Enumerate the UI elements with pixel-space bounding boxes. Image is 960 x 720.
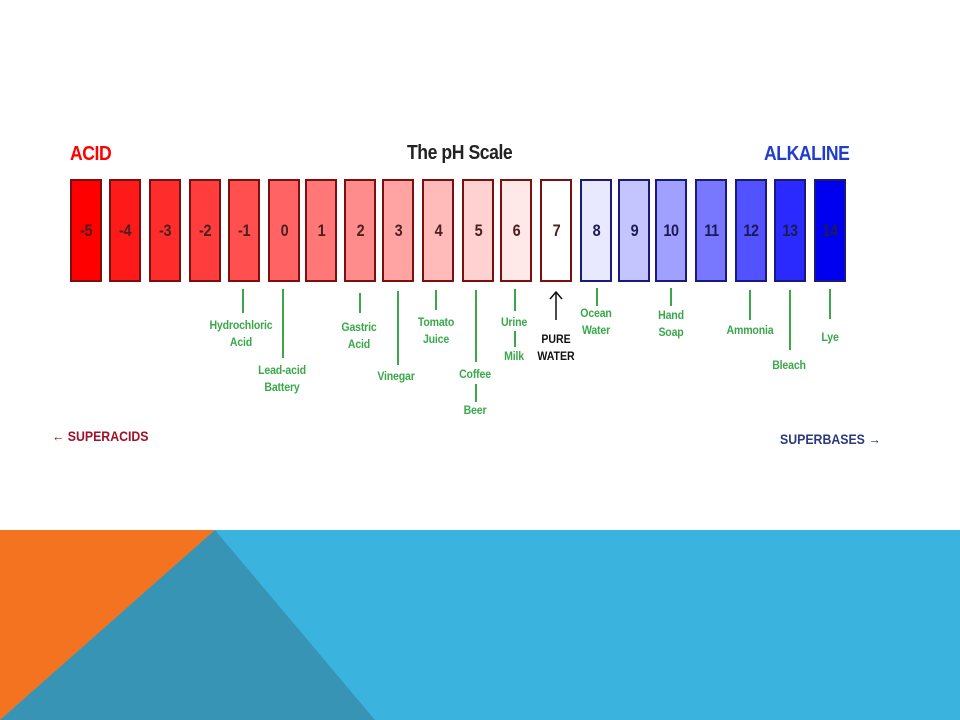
ph-value: -1 bbox=[237, 220, 251, 240]
tick-hydrochloric bbox=[242, 289, 244, 313]
ph-value: 2 bbox=[356, 220, 364, 240]
tick-ammonia bbox=[749, 290, 751, 320]
ph-box: 11 bbox=[695, 179, 727, 282]
ph-value: 7 bbox=[552, 220, 560, 240]
ph-box: 4 bbox=[422, 179, 454, 282]
ph-box: 3 bbox=[382, 179, 414, 282]
ph-box: -5 bbox=[70, 179, 102, 282]
tick-gastric bbox=[359, 293, 361, 313]
ph-value: 1 bbox=[317, 220, 325, 240]
label-beer: Beer bbox=[463, 403, 487, 417]
label-vinegar: Vinegar bbox=[377, 369, 415, 383]
ph-box: 10 bbox=[655, 179, 687, 282]
page-title: The pH Scale bbox=[407, 142, 513, 164]
label-pure-water: PURE WATER bbox=[537, 332, 575, 363]
ph-box: -3 bbox=[149, 179, 181, 282]
ph-value: 10 bbox=[663, 220, 679, 240]
alkaline-label: ALKALINE bbox=[764, 143, 850, 165]
ph-value: 14 bbox=[822, 220, 838, 240]
superbases-label: SUPERBASES → bbox=[780, 431, 881, 447]
acid-label: ACID bbox=[70, 143, 112, 165]
tick-tomato bbox=[435, 290, 437, 310]
ph-box: 0 bbox=[268, 179, 300, 282]
ph-value: 12 bbox=[743, 220, 759, 240]
tick-coffee bbox=[475, 290, 477, 362]
ph-value: 9 bbox=[630, 220, 638, 240]
tick-lead-acid bbox=[282, 289, 284, 358]
ph-box: 2 bbox=[344, 179, 376, 282]
ph-box: 13 bbox=[774, 179, 806, 282]
ph-box: 12 bbox=[735, 179, 767, 282]
ph-value: 0 bbox=[280, 220, 288, 240]
ph-box: -4 bbox=[109, 179, 141, 282]
tick-ocean bbox=[596, 288, 598, 306]
ph-value: -2 bbox=[198, 220, 212, 240]
label-ammonia: Ammonia bbox=[726, 323, 774, 337]
ph-value: 13 bbox=[782, 220, 798, 240]
up-arrow-icon bbox=[549, 290, 563, 320]
ph-box: 14 bbox=[814, 179, 846, 282]
teal-triangle bbox=[0, 530, 375, 720]
ph-box: -2 bbox=[189, 179, 221, 282]
label-ocean-water: Ocean Water bbox=[580, 306, 612, 337]
label-urine: Urine bbox=[500, 315, 528, 329]
ph-value: 11 bbox=[703, 220, 719, 240]
tick-hand-soap bbox=[670, 288, 672, 306]
label-hydrochloric-acid: Hydrochloric Acid bbox=[209, 318, 273, 349]
tick-urine bbox=[514, 289, 516, 311]
ph-box: 8 bbox=[580, 179, 612, 282]
label-gastric-acid: Gastric Acid bbox=[341, 320, 377, 351]
ph-box: 9 bbox=[618, 179, 650, 282]
label-lead-acid-battery: Lead-acid Battery bbox=[258, 363, 306, 394]
ph-box: 5 bbox=[462, 179, 494, 282]
ph-value: 4 bbox=[434, 220, 442, 240]
label-coffee: Coffee bbox=[459, 367, 491, 381]
superacids-label: ← SUPERACIDS bbox=[52, 428, 149, 444]
ph-value: -3 bbox=[158, 220, 172, 240]
ph-value: 8 bbox=[592, 220, 600, 240]
tick-bleach bbox=[789, 290, 791, 350]
tick-vinegar bbox=[397, 291, 399, 365]
ph-value: 6 bbox=[512, 220, 520, 240]
ph-box: 1 bbox=[305, 179, 337, 282]
ph-value: -4 bbox=[118, 220, 132, 240]
label-bleach: Bleach bbox=[772, 358, 806, 372]
ph-value: -5 bbox=[79, 220, 93, 240]
label-milk: Milk bbox=[504, 349, 524, 363]
label-tomato-juice: Tomato Juice bbox=[417, 315, 455, 346]
ph-value: 3 bbox=[394, 220, 402, 240]
ph-box: 7 bbox=[540, 179, 572, 282]
tick-beer bbox=[475, 384, 477, 402]
ph-value: 5 bbox=[474, 220, 482, 240]
label-lye: Lye bbox=[821, 330, 839, 344]
tick-lye bbox=[829, 289, 831, 319]
ph-box: 6 bbox=[500, 179, 532, 282]
label-hand-soap: Hand Soap bbox=[658, 308, 684, 339]
tick-milk bbox=[514, 331, 516, 347]
ph-box: -1 bbox=[228, 179, 260, 282]
